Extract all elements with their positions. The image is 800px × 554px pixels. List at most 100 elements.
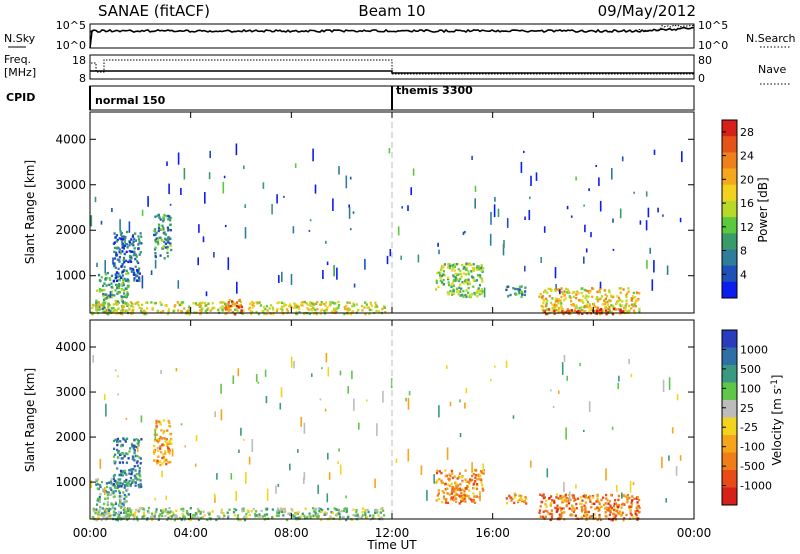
scatter-cell (128, 507, 131, 510)
scatter-cell (610, 310, 613, 313)
scatter-streak (297, 449, 299, 453)
scatter-streak (324, 408, 327, 412)
scatter-cell (518, 285, 522, 288)
scatter-cell (605, 312, 608, 316)
scatter-cell (301, 301, 305, 304)
scatter-cell (114, 512, 117, 515)
scatter-cell (590, 515, 593, 518)
scatter-cell (127, 280, 130, 283)
scatter-cell (589, 495, 592, 498)
scatter-cell (596, 296, 599, 299)
scatter-cell (303, 312, 306, 315)
scatter-cell (553, 303, 556, 306)
scatter-cell (561, 511, 564, 514)
scatter-cell (340, 509, 343, 513)
scatter-cell (482, 489, 485, 492)
scatter-cell (573, 309, 576, 312)
scatter-cell (119, 516, 122, 520)
y-tick-label: 4000 (55, 132, 86, 146)
scatter-cell (139, 475, 142, 478)
scatter-cell (571, 494, 574, 497)
scatter-cell (176, 301, 179, 304)
scatter-cell (567, 502, 571, 505)
scatter-cell (127, 509, 130, 513)
scatter-cell (255, 514, 258, 517)
scatter-cell (154, 233, 157, 236)
scatter-cell (118, 259, 121, 262)
scatter-cell (245, 512, 248, 516)
scatter-cell (633, 497, 636, 500)
colorbar-swatch (722, 120, 737, 137)
scatter-cell (138, 486, 141, 489)
scatter-streak (563, 482, 565, 493)
scatter-cell (520, 295, 523, 299)
scatter-streak (490, 211, 492, 225)
scatter-cell (576, 497, 580, 500)
scatter-cell (453, 494, 456, 498)
scatter-cell (638, 310, 641, 313)
scatter-cell (482, 472, 485, 475)
scatter-streak (459, 399, 461, 403)
scatter-cell (108, 296, 111, 299)
scatter-cell (113, 485, 116, 488)
scatter-cell (557, 298, 560, 301)
scatter-cell (610, 508, 613, 511)
scatter-cell (222, 512, 225, 515)
scatter-cell (128, 254, 132, 258)
scatter-cell (94, 305, 97, 308)
scatter-cell (123, 486, 126, 489)
scatter-streak (598, 177, 600, 186)
scatter-cell (154, 513, 157, 517)
scatter-cell (131, 302, 134, 305)
scatter-streak (321, 367, 323, 370)
scatter-cell (614, 308, 617, 311)
scatter-cell (345, 510, 348, 514)
scatter-cell (232, 300, 235, 304)
scatter-streak (183, 168, 186, 180)
scatter-cell (137, 510, 140, 513)
scatter-cell (231, 300, 234, 303)
scatter-cell (317, 507, 320, 510)
scatter-cell (447, 292, 451, 295)
scatter-cell (162, 431, 165, 435)
scatter-cell (314, 514, 317, 517)
scatter-cell (381, 507, 384, 510)
scatter-cell (131, 470, 134, 474)
scatter-cell (630, 297, 633, 300)
scatter-cell (319, 507, 322, 511)
scatter-cell (110, 274, 114, 278)
scatter-cell (115, 234, 118, 237)
scatter-streak (407, 448, 410, 462)
scatter-cell (257, 515, 260, 518)
scatter-streak (397, 226, 400, 236)
scatter-cell (157, 213, 160, 217)
scatter-cell (551, 309, 554, 313)
scatter-cell (456, 488, 459, 491)
scatter-cell (513, 501, 516, 505)
scatter-cell (140, 438, 143, 441)
scatter-cell (119, 506, 122, 509)
scatter-cell (550, 515, 554, 518)
scatter-streak (645, 220, 648, 231)
scatter-cell (112, 310, 115, 313)
scatter-streak (243, 165, 245, 170)
scatter-cell (595, 312, 598, 315)
scatter-cell (119, 233, 122, 236)
scatter-cell (547, 512, 550, 515)
scatter-cell (567, 289, 570, 293)
scatter-cell (96, 503, 99, 506)
scatter-cell (134, 454, 137, 458)
scatter-cell (375, 304, 378, 307)
scatter-cell (167, 308, 170, 311)
scatter-cell (170, 438, 173, 441)
scatter-cell (316, 308, 319, 311)
scatter-cell (450, 469, 453, 473)
scatter-streak (326, 261, 329, 266)
scatter-cell (167, 450, 170, 454)
scatter-cell (104, 497, 107, 500)
scatter-cell (511, 497, 514, 500)
scatter-streak (222, 181, 225, 194)
scatter-cell (555, 304, 558, 307)
scatter-cell (465, 494, 468, 498)
scatter-cell (472, 498, 475, 502)
